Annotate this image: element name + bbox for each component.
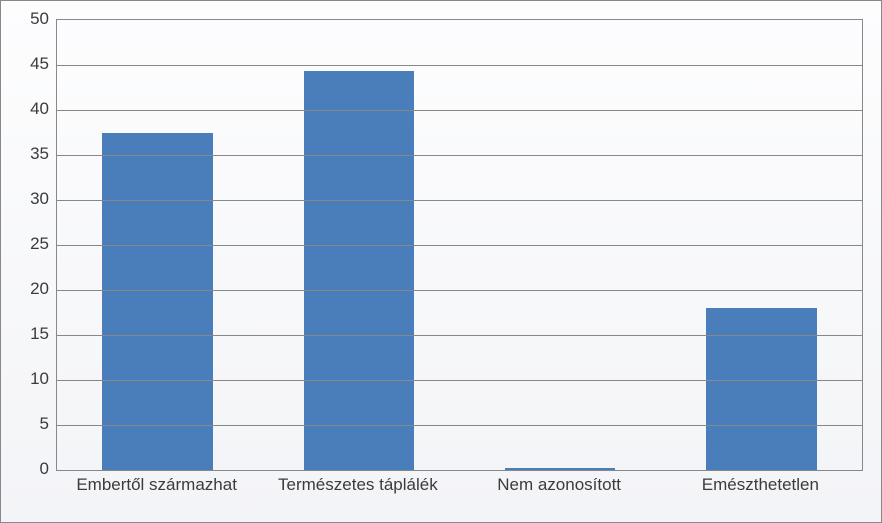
ytick-label: 40: [9, 99, 49, 119]
bar: [505, 468, 616, 470]
ytick-label: 25: [9, 234, 49, 254]
gridline: [57, 335, 862, 336]
gridline: [57, 380, 862, 381]
xtick-label: Természetes táplálék: [278, 475, 438, 495]
xtick-label: Embertől származhat: [76, 475, 237, 495]
bar: [706, 308, 817, 470]
plot-area: [56, 19, 863, 471]
ytick-label: 10: [9, 369, 49, 389]
xtick-label: Emészthetetlen: [702, 475, 819, 495]
chart-container: 0 5 10 15 20 25 30 35 40 45 50 Embertől származhat T…: [0, 0, 882, 523]
ytick-label: 50: [9, 9, 49, 29]
gridline: [57, 200, 862, 201]
gridline: [57, 110, 862, 111]
ytick-label: 15: [9, 324, 49, 344]
ytick-label: 5: [9, 414, 49, 434]
gridline: [57, 425, 862, 426]
ytick-label: 20: [9, 279, 49, 299]
gridline: [57, 245, 862, 246]
gridline: [57, 290, 862, 291]
xtick-label: Nem azonosított: [497, 475, 621, 495]
gridline: [57, 65, 862, 66]
gridline: [57, 155, 862, 156]
ytick-label: 45: [9, 54, 49, 74]
bar: [102, 133, 213, 471]
bar: [304, 71, 415, 470]
ytick-label: 0: [9, 459, 49, 479]
ytick-label: 30: [9, 189, 49, 209]
ytick-label: 35: [9, 144, 49, 164]
